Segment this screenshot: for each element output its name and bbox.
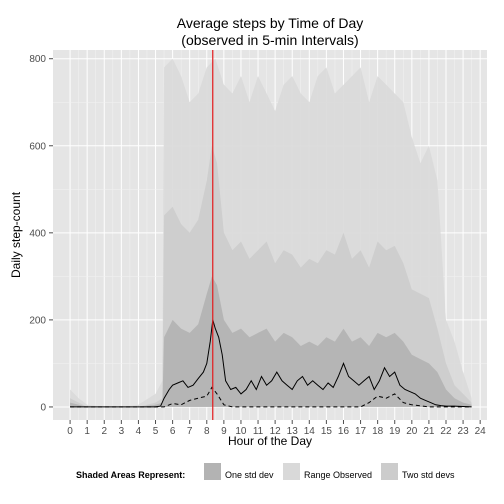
x-tick-label-19: 19 (389, 426, 401, 437)
x-tick-label-9: 9 (221, 426, 227, 437)
x-tick-label-14: 14 (304, 426, 316, 437)
legend-key-two-std-devs (381, 463, 398, 480)
x-tick-label-20: 20 (406, 426, 418, 437)
x-tick-label-23: 23 (458, 426, 470, 437)
x-tick-label-16: 16 (338, 426, 350, 437)
x-tick-label-2: 2 (101, 426, 107, 437)
x-tick-label-6: 6 (170, 426, 176, 437)
x-axis-label: Hour of the Day (228, 434, 312, 448)
legend: Shaded Areas Represent: One std dev Range… (76, 463, 455, 480)
legend-label-two-std-devs: Two std devs (402, 470, 455, 480)
series-lines (70, 319, 472, 408)
chart-title: Average steps by Time of Day (177, 15, 364, 31)
x-tick-label-10: 10 (235, 426, 247, 437)
x-tick-label-15: 15 (321, 426, 333, 437)
x-tick-label-13: 13 (287, 426, 299, 437)
y-tick-label-3: 600 (29, 141, 46, 152)
y-tick-label-0: 0 (40, 402, 46, 413)
band-one-std-dev (70, 276, 472, 407)
x-tick-label-1: 1 (84, 426, 90, 437)
x-tick-label-12: 12 (270, 426, 282, 437)
line-median (70, 386, 472, 408)
line-average (70, 319, 472, 408)
x-tick-label-7: 7 (187, 426, 193, 437)
x-tick-label-11: 11 (253, 426, 264, 437)
x-tick-label-5: 5 (153, 426, 159, 437)
x-axis-ticks: 0 1 2 3 4 5 6 7 8 9 10 11 12 13 14 15 16 17 18 19 20 21 22 23 24 (67, 420, 486, 437)
x-tick-label-24: 24 (475, 426, 487, 437)
y-tick-label-2: 400 (29, 228, 46, 239)
x-tick-label-17: 17 (355, 426, 367, 437)
legend-label-one-std-dev: One std dev (225, 470, 274, 480)
y-axis-label: Daily step-count (9, 191, 23, 278)
x-tick-label-18: 18 (372, 426, 384, 437)
shaded-bands (70, 58, 472, 407)
x-tick-label-21: 21 (423, 426, 435, 437)
legend-key-one-std-dev (204, 463, 221, 480)
legend-title: Shaded Areas Represent: (76, 470, 185, 480)
x-tick-label-8: 8 (204, 426, 210, 437)
legend-label-range-observed: Range Observed (304, 470, 372, 480)
y-axis-ticks: 0 200 400 600 800 (29, 54, 53, 413)
x-tick-label-3: 3 (119, 426, 125, 437)
x-tick-label-0: 0 (67, 426, 73, 437)
legend-key-range-observed (283, 463, 300, 480)
y-tick-label-4: 800 (29, 54, 46, 65)
x-tick-label-4: 4 (136, 426, 142, 437)
chart-subtitle: (observed in 5-min Intervals) (181, 32, 358, 48)
x-tick-label-22: 22 (440, 426, 452, 437)
y-tick-label-1: 200 (29, 315, 46, 326)
